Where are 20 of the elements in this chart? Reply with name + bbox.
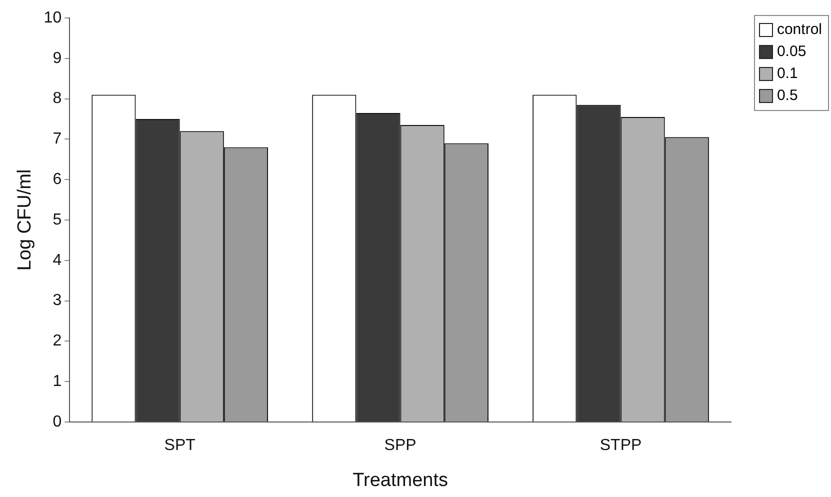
y-tick-label: 4 bbox=[52, 252, 62, 269]
y-tick-label: 3 bbox=[52, 292, 62, 310]
y-tick-label: 1 bbox=[52, 373, 62, 390]
y-axis-title: Log CFU/ml bbox=[14, 169, 36, 271]
y-tick-label: 6 bbox=[52, 171, 62, 188]
y-tick-label: 10 bbox=[44, 9, 62, 26]
y-tick-label: 5 bbox=[52, 211, 62, 228]
text: control bbox=[776, 20, 822, 40]
y-tick-label: 0 bbox=[52, 413, 62, 430]
y-tick-label: 7 bbox=[52, 130, 62, 148]
x-tick-label: SPP bbox=[384, 437, 416, 454]
y-tick-label: 2 bbox=[52, 332, 62, 350]
legend-label: 0.1 bbox=[776, 64, 798, 84]
legend-label: 0.5 bbox=[776, 86, 798, 106]
x-axis-title: Treatments bbox=[352, 470, 448, 491]
y-tick-label: 8 bbox=[52, 90, 62, 108]
x-tick-label: STPP bbox=[600, 437, 642, 454]
legend-label: 0.05 bbox=[776, 42, 806, 62]
y-tick-label: 9 bbox=[52, 50, 62, 67]
x-tick-label: SPT bbox=[164, 437, 196, 454]
